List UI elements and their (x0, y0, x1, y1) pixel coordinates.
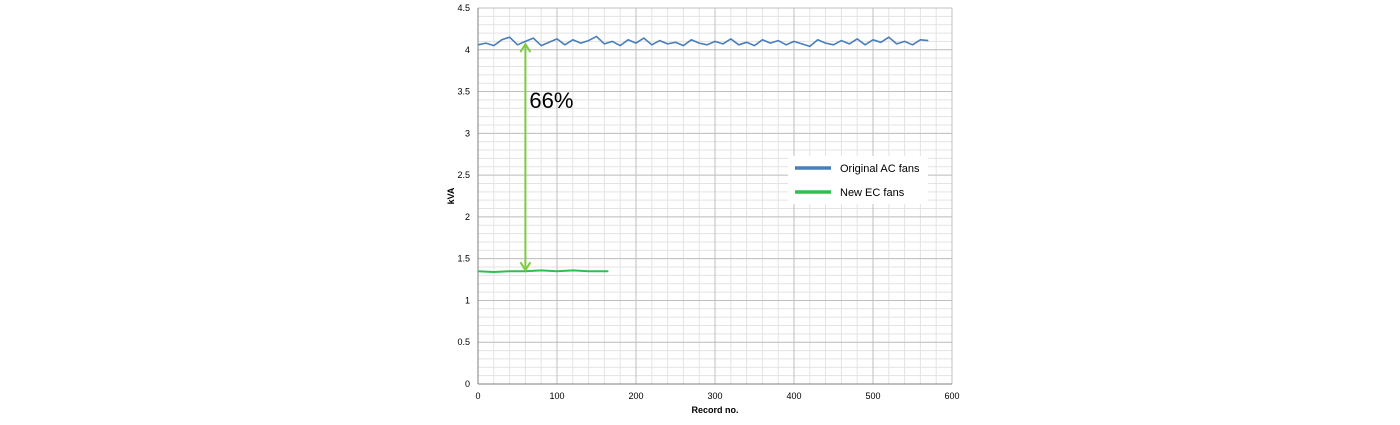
y-tick-labels: 0 0.5 1 1.5 2 2.5 3 3.5 4 4.5 (457, 3, 470, 389)
x-tick-label: 100 (549, 391, 564, 401)
x-tick-label: 600 (944, 391, 959, 401)
x-axis-title: Record no. (691, 405, 738, 415)
x-tick-label: 0 (475, 391, 480, 401)
annotation-arrow-head-top (519, 42, 532, 53)
x-tick-label: 200 (628, 391, 643, 401)
x-tick-label: 400 (786, 391, 801, 401)
y-tick-label: 1 (465, 295, 470, 305)
y-tick-label: 4 (465, 45, 470, 55)
annotation-arrow-head-bottom (519, 261, 532, 273)
y-tick-label: 3.5 (457, 87, 470, 97)
x-tick-label: 300 (707, 391, 722, 401)
legend: Original AC fans New EC fans (788, 156, 928, 204)
y-tick-label: 0.5 (457, 337, 470, 347)
legend-box (788, 156, 928, 204)
legend-label-original-ac-fans: Original AC fans (840, 163, 920, 175)
y-axis-title: kVA (446, 187, 456, 204)
plot-frame (477, 8, 952, 385)
y-tick-label: 2.5 (457, 170, 470, 180)
y-tick-label: 2 (465, 212, 470, 222)
series-line-1 (477, 269, 609, 273)
annotation-layer: 66% (519, 42, 573, 273)
y-tick-label: 1.5 (457, 254, 470, 264)
y-tick-label: 3 (465, 128, 470, 138)
x-tick-labels: 0 100 200 300 400 500 600 (475, 391, 959, 401)
legend-label-new-ec-fans: New EC fans (840, 187, 905, 199)
series-line-0 (477, 35, 929, 48)
annotation-label: 66% (529, 88, 573, 113)
y-tick-label: 4.5 (457, 3, 470, 13)
series-layer (477, 35, 929, 273)
y-tick-label: 0 (465, 379, 470, 389)
x-tick-label: 500 (865, 391, 880, 401)
